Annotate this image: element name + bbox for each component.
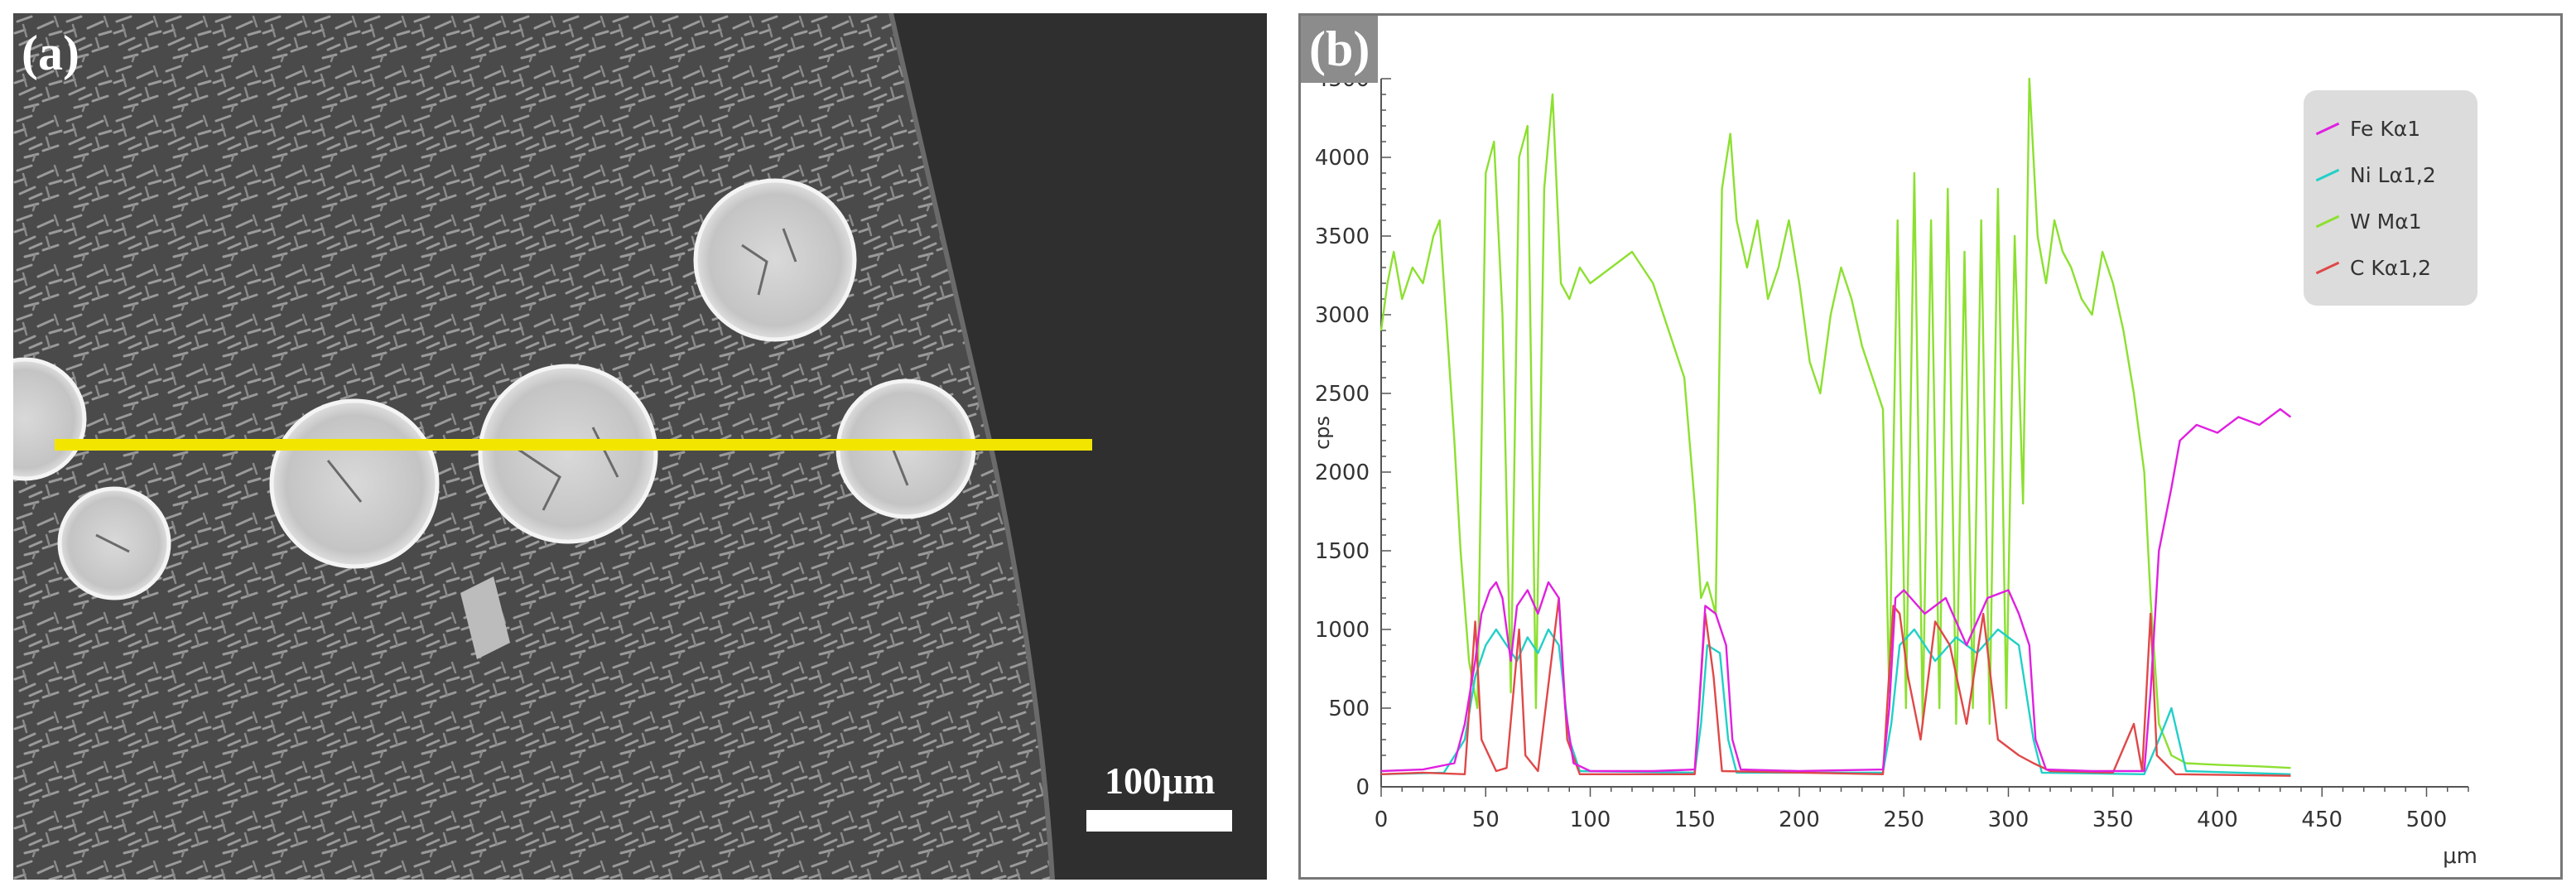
x-tick-label: 450 (2301, 808, 2342, 832)
carbide-particles (13, 178, 976, 659)
x-tick-label: 150 (1674, 808, 1716, 832)
y-tick-label: 500 (1328, 697, 1370, 721)
legend-swatch-fe (2315, 122, 2340, 135)
legend-item-c: C Kα1,2 (2315, 244, 2466, 291)
series-line-3 (1380, 596, 2291, 777)
eds-linescan-chart: 0500100015002000250030003500400045000501… (1311, 67, 2477, 869)
y-tick-label: 0 (1355, 775, 1370, 800)
x-tick-label: 350 (2092, 808, 2134, 832)
sem-micrograph-panel: (a) 100μm (13, 13, 1267, 880)
y-tick-label: 2500 (1315, 382, 1370, 407)
y-tick-label: 1500 (1315, 539, 1370, 564)
legend-item-w: W Mα1 (2315, 198, 2466, 244)
x-tick-label: 250 (1883, 808, 1924, 832)
legend-item-ni: Ni Lα1,2 (2315, 152, 2466, 198)
x-tick-label: 300 (1988, 808, 2030, 832)
y-axis-label: cps (1311, 416, 1334, 450)
legend-label-fe: Fe Kα1 (2350, 116, 2421, 141)
legend-swatch-c (2315, 261, 2340, 274)
legend-swatch-ni (2315, 168, 2340, 181)
legend-label-c: C Kα1,2 (2350, 255, 2432, 280)
x-tick-label: 0 (1375, 808, 1389, 832)
eds-linescan-chart-panel: 0500100015002000250030003500400045000501… (1298, 13, 2563, 880)
y-tick-label: 4000 (1315, 146, 1370, 171)
scale-bar-label: 100μm (1105, 759, 1216, 802)
panel-a-label: (a) (22, 26, 79, 80)
scale-bar (1086, 810, 1232, 832)
y-tick-label: 3000 (1315, 303, 1370, 328)
series-line-2 (1379, 77, 2291, 769)
y-tick-label: 1000 (1315, 618, 1370, 643)
x-tick-label: 100 (1570, 808, 1611, 832)
y-tick-label: 2000 (1315, 460, 1370, 485)
series-line-0 (1380, 407, 2292, 773)
x-tick-label: 200 (1779, 808, 1820, 832)
legend-label-ni: Ni Lα1,2 (2350, 162, 2436, 187)
legend-item-fe: Fe Kα1 (2315, 105, 2466, 152)
x-tick-label: 400 (2197, 808, 2238, 832)
legend-label-w: W Mα1 (2350, 209, 2422, 234)
x-tick-label: 500 (2406, 808, 2448, 832)
x-tick-label: 50 (1472, 808, 1500, 832)
x-axis-label: μm (2443, 844, 2477, 869)
sem-micrograph-image (13, 13, 1267, 880)
panel-b-label: (b) (1301, 16, 1379, 83)
legend-swatch-w (2315, 215, 2340, 228)
chart-legend: Fe Kα1 Ni Lα1,2 W Mα1 C Kα1,2 (2304, 90, 2477, 306)
y-tick-label: 3500 (1315, 224, 1370, 249)
series-line-1 (1380, 628, 2291, 775)
